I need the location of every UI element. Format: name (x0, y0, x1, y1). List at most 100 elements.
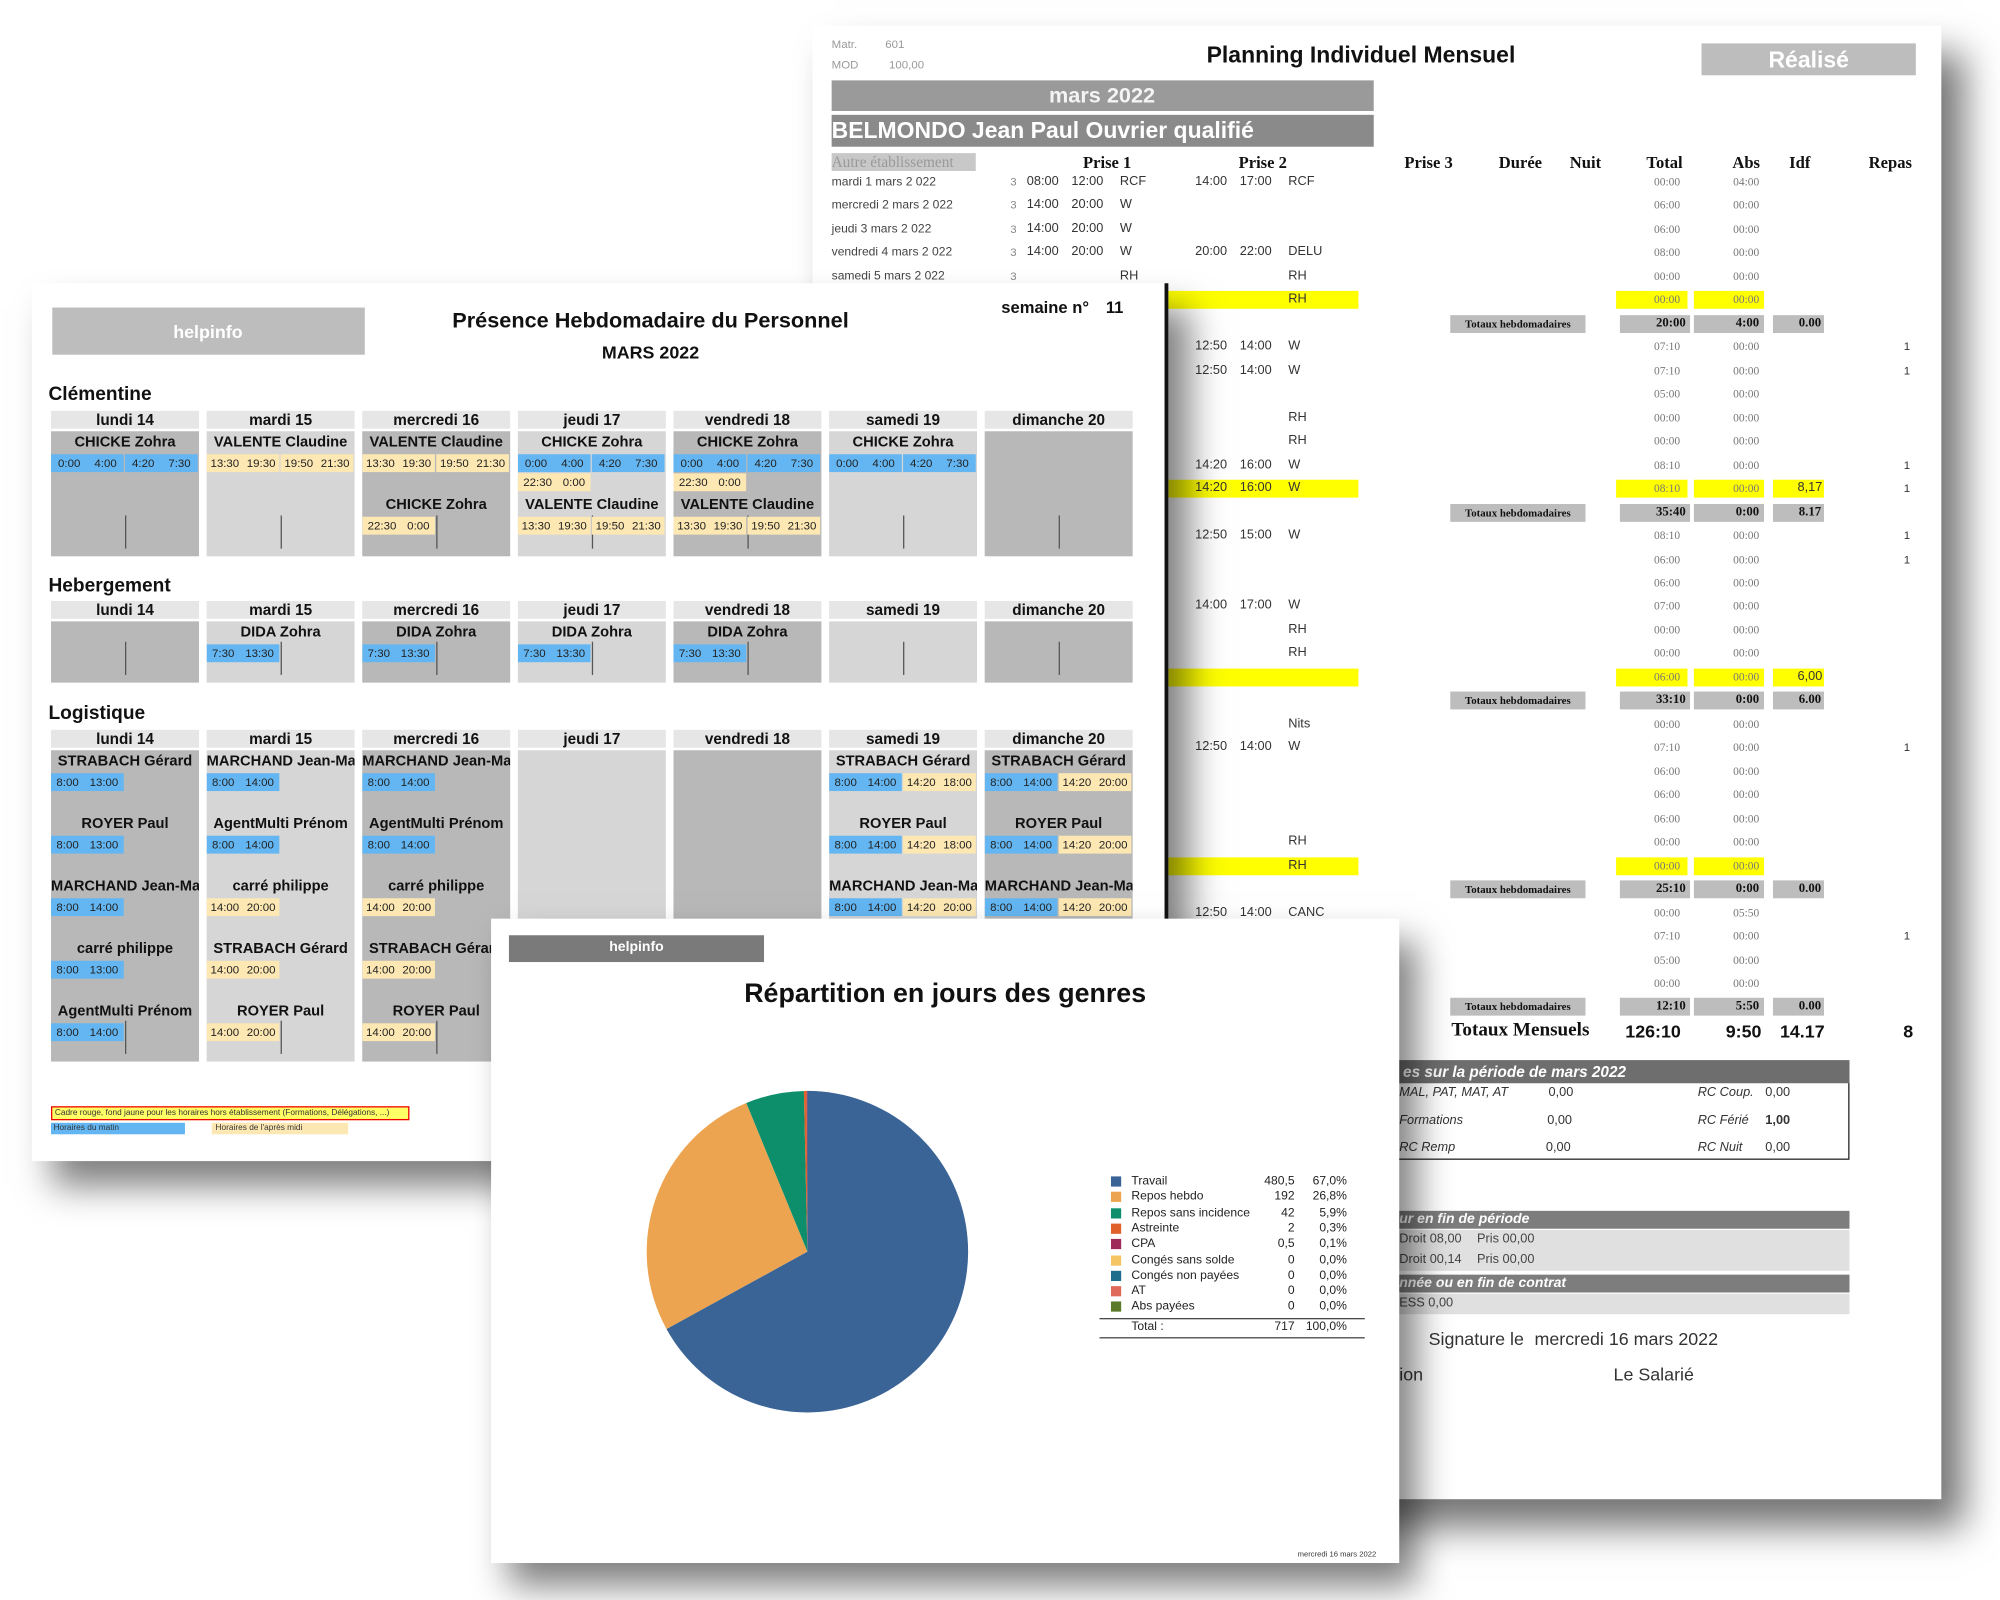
day-cell: MARCHAND Jean-Mar 8:00 14:00 AgentMulti Pré… (362, 750, 511, 1062)
shift-start: 22:30 (678, 475, 708, 489)
abs: 00:00 (1733, 788, 1760, 801)
legend-label: CPA (1131, 1236, 1156, 1251)
entry: STRABACH Gérard 8:00 13:00 (51, 750, 199, 813)
code: RH (1288, 410, 1307, 425)
total-label: Totaux hebdomadaires (1464, 1000, 1571, 1014)
divider (903, 641, 905, 675)
pie-slice (646, 1102, 808, 1329)
legend-text: Horaires du matin (53, 1123, 120, 1133)
abs: 00:00 (1733, 434, 1760, 448)
shift: 8:00 13:00 (51, 960, 124, 979)
legend-box (51, 1122, 185, 1135)
section-row (1377, 1229, 1850, 1251)
day-header (673, 410, 822, 429)
legend-value: 0 (1287, 1284, 1295, 1299)
day-cell: MARCHAND Jean-Mar 8:00 14:00 AgentMulti Pré… (206, 750, 355, 1062)
shift-start: 8:00 (990, 775, 1013, 789)
entry: ROYER Paul 14:00 20:00 (362, 1000, 510, 1061)
shift-start: 14:00 (366, 1025, 395, 1039)
repas: 1 (1903, 458, 1911, 471)
shifts: 14:00 20:00 (206, 960, 355, 980)
section-name: Clémentine (48, 383, 152, 406)
count: 3 (1010, 269, 1017, 283)
legend-percent: 0,0% (1319, 1284, 1347, 1299)
shifts: 0:00 4:00 4:20 7:30 (51, 454, 199, 473)
total: 07:10 (1654, 340, 1681, 354)
total-value: 20:00 (1656, 316, 1686, 331)
total-box (1772, 314, 1824, 333)
shifts: 13:30 19:30 19:50 21:30 (206, 454, 355, 473)
entry: ROYER Paul 14:00 20:00 (206, 1000, 355, 1061)
day: dimanche 20 (1012, 410, 1106, 429)
day-header (829, 729, 978, 748)
day-header (517, 600, 666, 619)
abs: 00:00 (1733, 411, 1760, 424)
entry: carré philippe 14:00 20:00 (206, 875, 355, 938)
balance-droit: Droit 00,14 (1399, 1252, 1462, 1267)
time: 16:00 (1239, 481, 1272, 496)
signature-right: Le Salarié (1613, 1363, 1694, 1385)
total-value: 8 (1903, 1020, 1914, 1042)
code: W (1288, 528, 1301, 543)
summary-value: 0,00 (1765, 1140, 1791, 1155)
employee-name: DIDA Zohra (551, 625, 632, 641)
shift: 19:50 21:30 (280, 454, 354, 473)
legend-text: Cadre rouge, fond jaune pour les horaire… (54, 1107, 390, 1117)
shift: 14:00 20:00 (362, 1023, 435, 1042)
total-label: Totaux Mensuels (1451, 1019, 1590, 1041)
day: lundi 14 (96, 410, 154, 429)
shift-start: 4:20 (131, 456, 155, 470)
shift: 14:20 18:00 (903, 835, 976, 854)
code: Nits (1288, 716, 1311, 731)
day: vendredi 18 (704, 600, 790, 619)
legend-label: Congés sans solde (1131, 1252, 1235, 1267)
shift-start: 19:50 (751, 519, 780, 533)
day-cell (984, 431, 1133, 557)
shift: 7:30 13:30 (673, 644, 747, 663)
shift: 13:30 19:30 (206, 454, 280, 473)
summary-label: RC Coup. (1697, 1085, 1754, 1100)
shift-start: 14:20 (1062, 775, 1092, 789)
legend-label: Travail (1131, 1174, 1168, 1189)
shift-end: 14:00 (400, 775, 430, 789)
shift-end: 20:00 (1098, 775, 1128, 789)
time: 12:00 (1071, 174, 1104, 189)
shift-end: 7:30 (635, 456, 658, 470)
shift: 14:00 20:00 (206, 898, 280, 917)
employee-name: DIDA Zohra (707, 625, 788, 641)
total-value: 8.17 (1798, 504, 1822, 519)
shift-end: 14:00 (245, 775, 274, 789)
code: W (1119, 198, 1132, 213)
employee-name: DIDA Zohra (396, 625, 477, 641)
month-bar (831, 80, 1374, 112)
entry: DIDA Zohra 7:30 13:30 (362, 621, 510, 682)
column-header: Prise 2 (1238, 152, 1287, 172)
summary-label: RC Férié (1697, 1113, 1749, 1128)
day: mercredi 16 (393, 600, 480, 619)
shift-end: 13:00 (89, 775, 119, 789)
shift-end: 19:30 (558, 519, 587, 533)
entry: DIDA Zohra 7:30 13:30 (517, 621, 666, 682)
day-header (51, 410, 199, 429)
shift-start: 14:20 (906, 900, 936, 914)
abs: 00:00 (1733, 670, 1760, 684)
entry: VALENTE Claudine 13:30 19:30 19:50 21:30 (206, 431, 355, 494)
section-name: Hebergement (48, 574, 171, 597)
employee-bar (831, 114, 1374, 147)
time: 14:00 (1195, 598, 1228, 614)
day-cell: CHICKE Zohra 0:00 4:00 4:20 7:30 22:30 0:00 VAL… (517, 431, 666, 557)
day: samedi 19 (866, 410, 941, 429)
total-value: 25:10 (1656, 881, 1686, 896)
shift-start: 19:50 (440, 456, 469, 470)
entry: AgentMulti Prénom 8:00 14:00 (362, 813, 510, 876)
code: RCF (1119, 174, 1147, 189)
code: RH (1119, 269, 1139, 284)
total-value: 5:50 (1735, 999, 1760, 1014)
shift-end: 0:00 (562, 475, 586, 489)
shift-end: 20:00 (1098, 838, 1128, 852)
shift: 14:00 20:00 (362, 898, 435, 917)
employee-name: VALENTE Claudine (369, 435, 503, 451)
employee-name: STRABACH Gérard (835, 754, 971, 770)
entry: DIDA Zohra 7:30 13:30 (206, 621, 355, 682)
shift: 14:00 20:00 (362, 960, 435, 979)
